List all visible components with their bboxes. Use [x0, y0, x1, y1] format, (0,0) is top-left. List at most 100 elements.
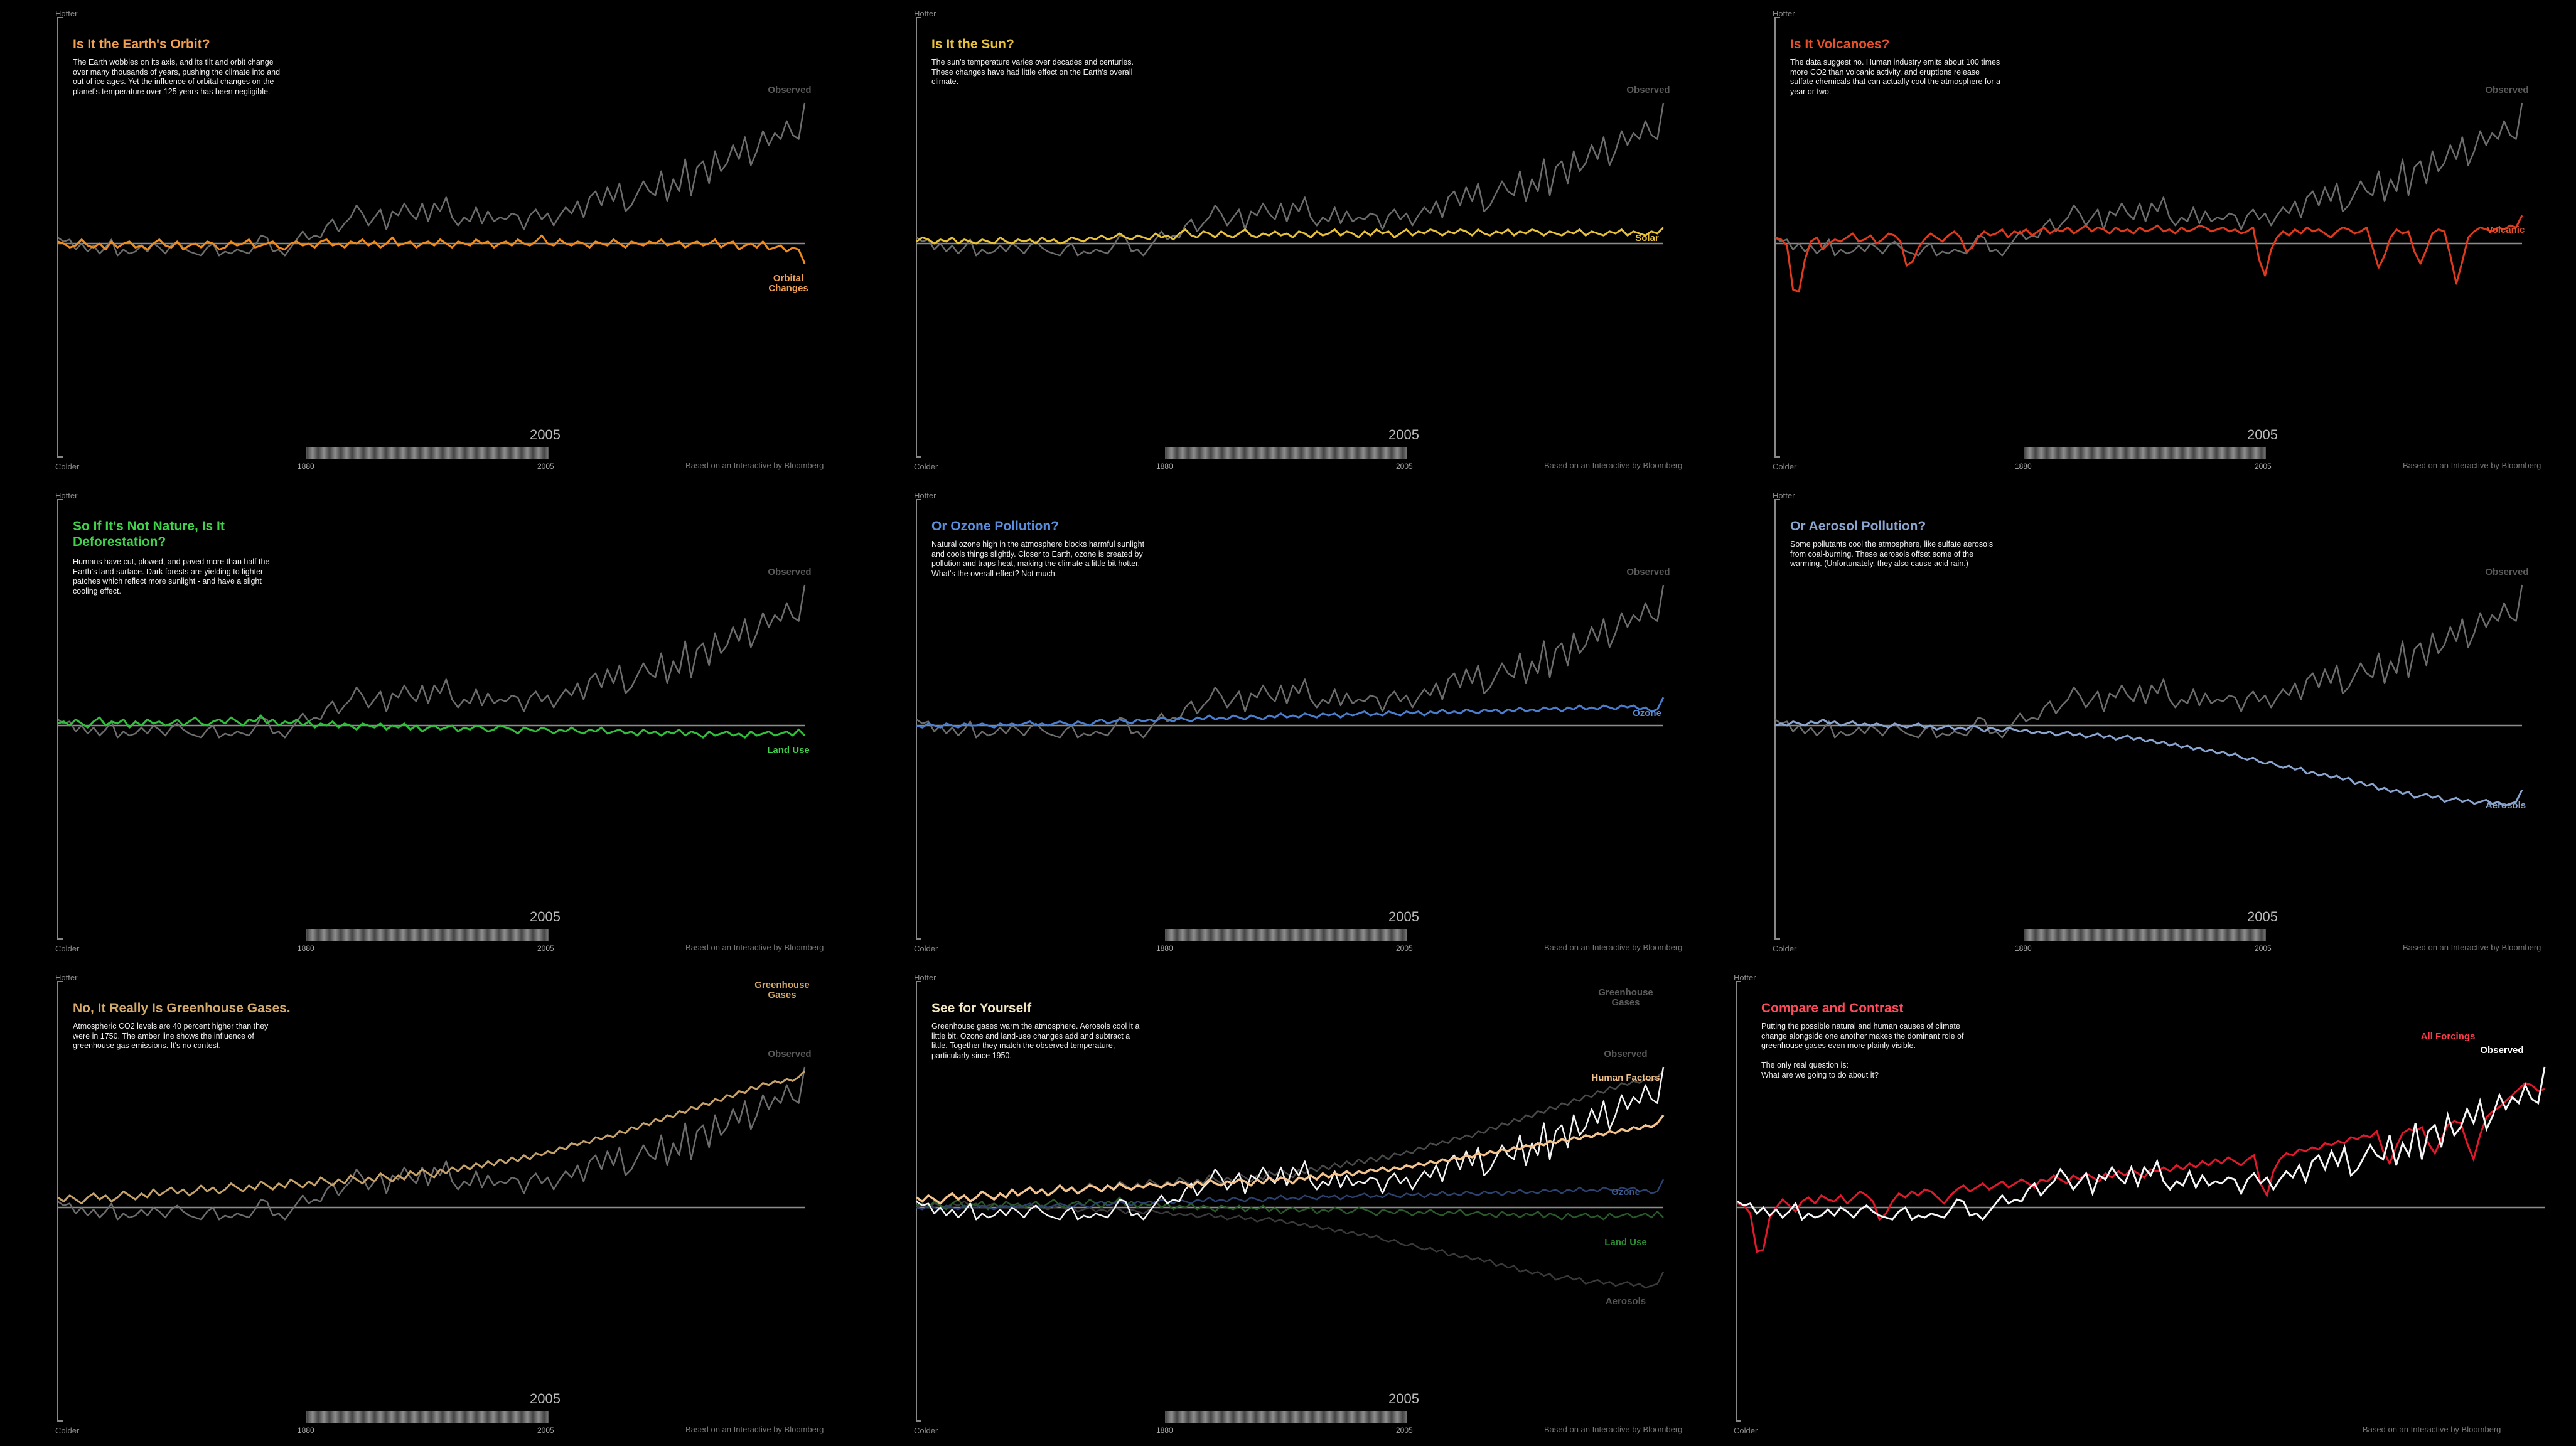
slider-start-year: 1880 — [1156, 944, 1173, 953]
label-ozone: Ozone — [1611, 1187, 1640, 1197]
slider-start-year: 1880 — [298, 944, 314, 953]
series-line-all-forcings — [1737, 1081, 2545, 1253]
plot-area — [57, 499, 806, 940]
time-slider[interactable] — [1165, 1411, 1407, 1423]
hotter-label: Hotter — [914, 9, 936, 18]
colder-label: Colder — [1773, 944, 1797, 953]
hotter-label: Hotter — [1773, 491, 1795, 500]
label-observed: Observed — [2485, 85, 2529, 95]
panel-orbit: Hotter Colder Is It the Earth's Orbit? The … — [0, 0, 859, 482]
panel-title: Or Ozone Pollution? — [931, 519, 1059, 533]
slider-end-year: 2005 — [1396, 944, 1413, 953]
plot-area — [1774, 17, 2523, 458]
colder-label: Colder — [914, 944, 938, 953]
label-observed: Observed — [768, 567, 812, 577]
time-slider[interactable] — [306, 929, 549, 941]
credit-note: Based on an Interactive by Bloomberg — [2403, 943, 2541, 952]
label-observed: Observed — [1604, 1049, 1648, 1059]
current-year: 2005 — [530, 909, 561, 924]
plot-area — [1736, 981, 2546, 1422]
series-line-observed — [1774, 102, 2523, 257]
series-line-observed — [916, 1066, 1665, 1221]
label-ozone: Ozone — [1633, 708, 1661, 719]
panel-description: Greenhouse gases warm the atmosphere. Ae… — [931, 1022, 1140, 1060]
time-slider[interactable] — [1165, 447, 1407, 459]
panel-description: Putting the possible natural and human c… — [1761, 1022, 1964, 1079]
panel-title: No, It Really Is Greenhouse Gases. — [73, 1001, 291, 1015]
slider-start-year: 1880 — [1156, 1426, 1173, 1435]
label-observed: Observed — [2480, 1045, 2524, 1056]
y-axis-bracket — [57, 981, 63, 1422]
credit-note: Based on an Interactive by Bloomberg — [685, 1425, 824, 1434]
plot-area — [916, 17, 1665, 458]
label-ghg: Greenhouse Gases — [754, 980, 810, 1000]
panel-title: See for Yourself — [931, 1001, 1032, 1015]
label-observed: Observed — [768, 85, 812, 95]
panel-land: Hotter Colder So If It's Not Nature, Is It… — [0, 482, 859, 964]
panel-description: Atmospheric CO2 levels are 40 percent hi… — [73, 1022, 269, 1050]
plot-area — [57, 981, 806, 1422]
panel-description: Natural ozone high in the atmosphere blo… — [931, 540, 1145, 578]
y-axis-bracket — [1736, 981, 1741, 1422]
slider-start-year: 1880 — [298, 462, 314, 471]
credit-note: Based on an Interactive by Bloomberg — [1544, 1425, 1683, 1434]
current-year: 2005 — [530, 1391, 561, 1406]
label-greenhouse-gases: Greenhouse Gases — [1598, 987, 1653, 1008]
label-aerosols: Aerosols — [1605, 1296, 1646, 1307]
colder-label: Colder — [914, 1426, 938, 1435]
y-axis-bracket — [916, 17, 921, 458]
time-slider[interactable] — [1165, 929, 1407, 941]
series-line-greenhouse-gases — [916, 1070, 1664, 1204]
slider-end-year: 2005 — [1396, 462, 1413, 471]
label-land: Land Use — [767, 745, 810, 756]
credit-note: Based on an Interactive by Bloomberg — [2363, 1425, 2501, 1434]
y-axis-bracket — [57, 17, 63, 458]
label-land-use: Land Use — [1604, 1237, 1647, 1248]
time-slider[interactable] — [306, 1411, 549, 1423]
panel-compare: Hotter Colder Compare and Contrast Putting … — [1717, 964, 2576, 1446]
time-slider[interactable] — [306, 447, 549, 459]
slider-start-year: 1880 — [1156, 462, 1173, 471]
hotter-label: Hotter — [55, 973, 78, 982]
panel-description: Humans have cut, plowed, and paved more … — [73, 557, 270, 596]
panel-title: Is It the Sun? — [931, 37, 1014, 51]
panel-volcano: Hotter Colder Is It Volcanoes? The data sug… — [1717, 0, 2576, 482]
y-axis-bracket — [1774, 499, 1780, 940]
hotter-label: Hotter — [1773, 9, 1795, 18]
panel-description: The Earth wobbles on its axis, and its t… — [73, 58, 281, 96]
current-year: 2005 — [2247, 909, 2278, 924]
hotter-label: Hotter — [914, 973, 936, 982]
panel-title: Is It Volcanoes? — [1790, 37, 1890, 51]
label-human-factors: Human Factors — [1591, 1073, 1660, 1083]
y-axis-bracket — [916, 499, 921, 940]
label-observed: Observed — [2485, 567, 2529, 577]
panel-description: The data suggest no. Human industry emit… — [1790, 58, 2000, 96]
colder-label: Colder — [1734, 1426, 1758, 1435]
label-volcano: Volcanic — [2486, 225, 2525, 236]
slider-start-year: 1880 — [2015, 944, 2032, 953]
series-line-aerosol — [1774, 718, 2523, 807]
colder-label: Colder — [55, 1426, 80, 1435]
label-orbit: Orbital Changes — [768, 273, 808, 294]
time-slider[interactable] — [2024, 447, 2266, 459]
series-line-land — [57, 714, 806, 739]
plot-area — [1774, 499, 2523, 940]
series-line-ghg — [57, 1070, 806, 1205]
hotter-label: Hotter — [55, 491, 78, 500]
series-line-volcano — [1774, 215, 2523, 293]
hotter-label: Hotter — [55, 9, 78, 18]
credit-note: Based on an Interactive by Bloomberg — [2403, 461, 2541, 470]
plot-area — [916, 499, 1665, 940]
y-axis-bracket — [1774, 17, 1780, 458]
current-year: 2005 — [1388, 1391, 1419, 1406]
series-line-observed — [57, 584, 806, 739]
slider-end-year: 2005 — [2255, 462, 2272, 471]
series-line-observed — [916, 584, 1665, 739]
colder-label: Colder — [55, 944, 80, 953]
time-slider[interactable] — [2024, 929, 2266, 941]
slider-start-year: 1880 — [2015, 462, 2032, 471]
label-all-forcings: All Forcings — [2420, 1031, 2476, 1042]
slider-end-year: 2005 — [537, 462, 554, 471]
label-observed: Observed — [768, 1049, 812, 1059]
label-sun: Solar — [1635, 233, 1659, 244]
